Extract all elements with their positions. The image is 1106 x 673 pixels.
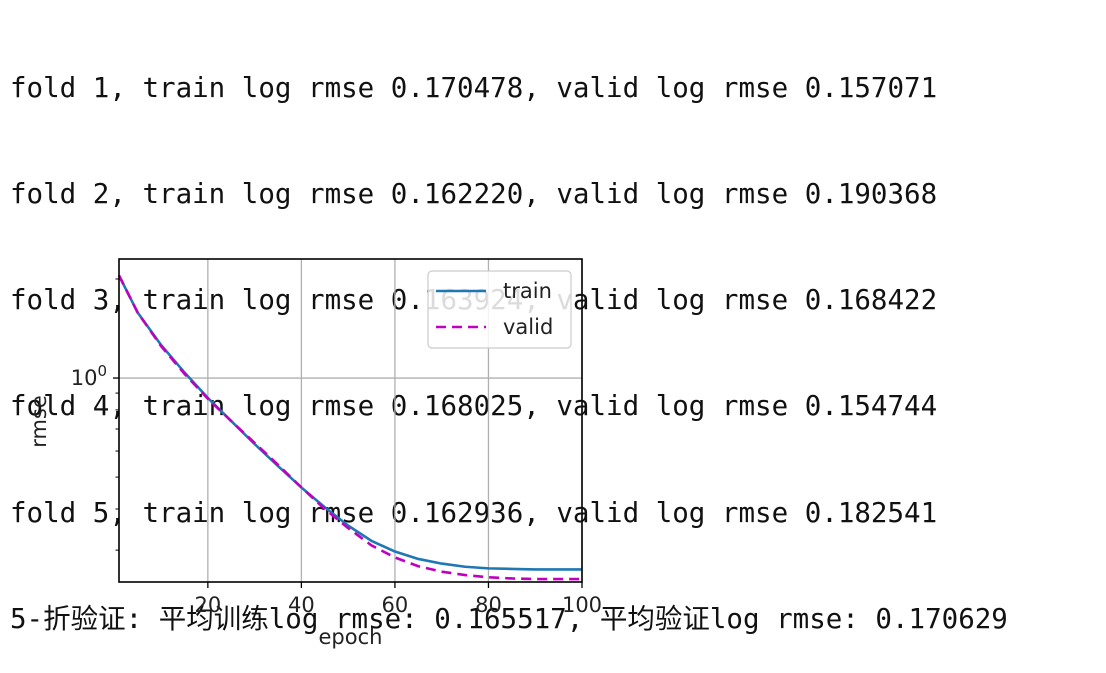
console-line: fold 1, train log rmse 0.170478, valid l…: [10, 71, 938, 104]
console-line: fold 2, train log rmse 0.162220, valid l…: [10, 178, 938, 211]
x-tick-label: 80: [475, 593, 502, 617]
x-axis-label: epoch: [319, 625, 383, 649]
legend-label: valid: [503, 315, 553, 339]
x-tick-label: 20: [194, 593, 221, 617]
console-line: fold 4, train log rmse 0.168025, valid l…: [10, 390, 938, 423]
series-lines: [117, 274, 582, 581]
x-tick-label: 40: [288, 593, 315, 617]
series-line-valid: [117, 274, 582, 581]
legend-label: train: [503, 279, 552, 303]
y-axis-ticks: 100: [71, 362, 119, 390]
plot-frame: [118, 258, 583, 583]
legend: train valid: [427, 270, 572, 349]
y-axis-label: rmse: [27, 395, 51, 448]
console-summary-line: 5-折验证: 平均训练log rmse: 0.165517, 平均验证log r…: [10, 602, 1008, 635]
y-tick-label: 100: [71, 362, 107, 390]
console-line: fold 5, train log rmse 0.162936, valid l…: [10, 496, 938, 529]
console-output: fold 1, train log rmse 0.170478, valid l…: [10, 0, 1008, 673]
x-tick-label: 100: [562, 593, 602, 617]
x-tick-label: 60: [382, 593, 409, 617]
x-axis-ticks: 20 40 60 80 100: [194, 582, 602, 617]
